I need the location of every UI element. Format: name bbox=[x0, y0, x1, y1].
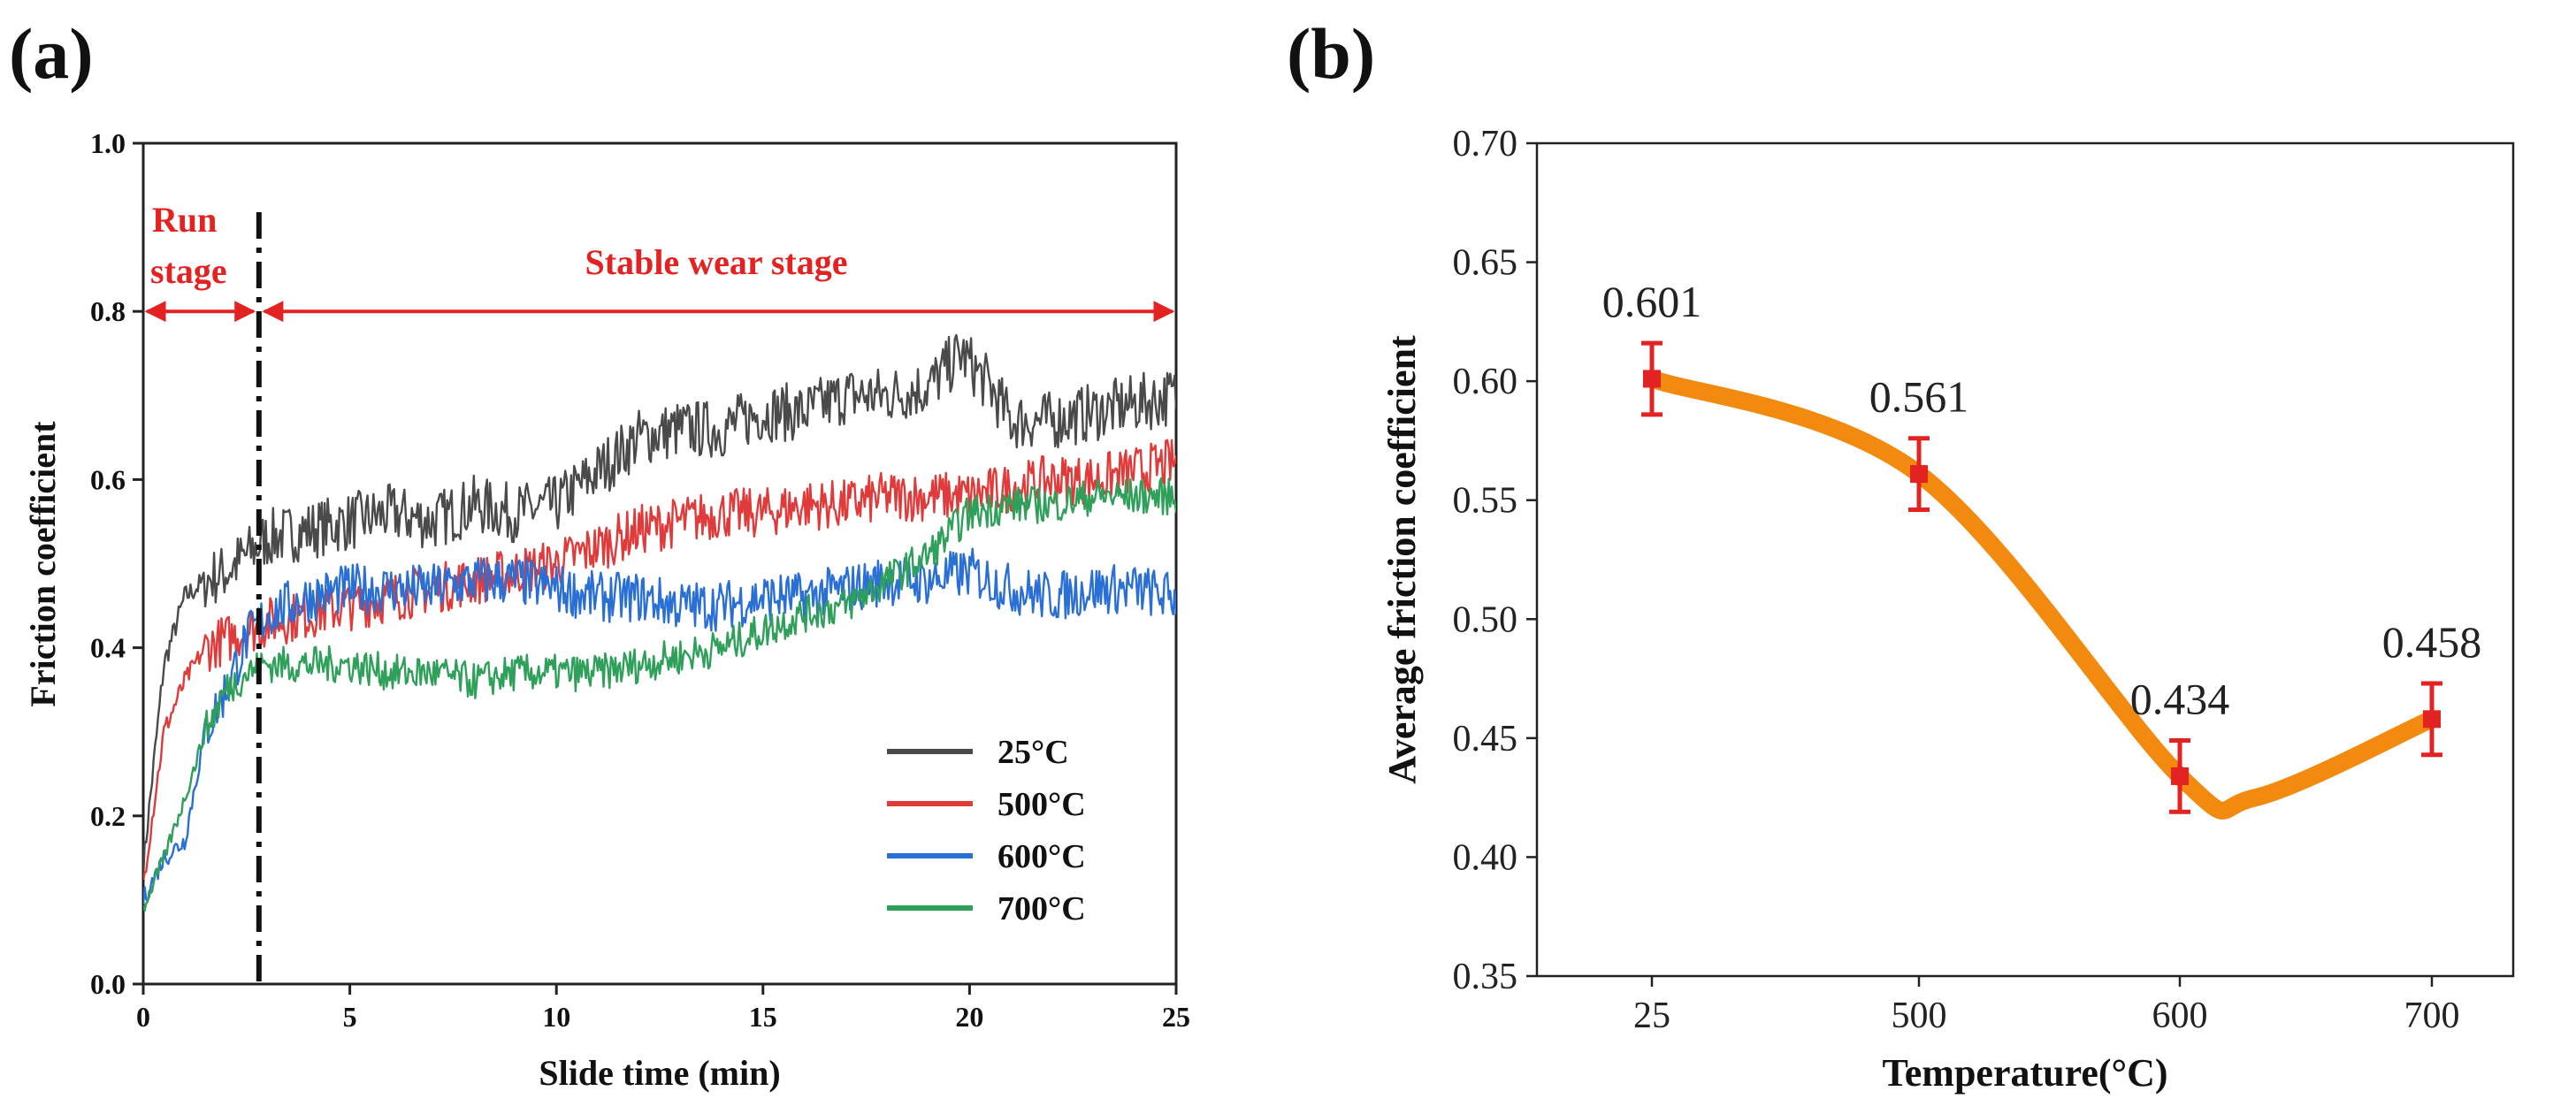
chart-b-curve bbox=[1643, 370, 2441, 820]
x-tick-label: 700 bbox=[2404, 996, 2460, 1036]
chart-b-ylabel: Average friction coefficient bbox=[1380, 335, 1424, 784]
chart-b: 0.35 0.40 0.45 0.50 0.55 0.60 0.65 0.70 25 500 60… bbox=[1380, 124, 2515, 1095]
x-tick-label: 25 bbox=[1633, 996, 1670, 1036]
chart-a: 0.0 0.2 0.4 0.6 0.8 1.0 0 5 10 15 20 25 Run stage St… bbox=[23, 127, 1190, 1093]
y-tick-label: 0.55 bbox=[1453, 481, 1518, 522]
x-tick-label: 0 bbox=[136, 1001, 150, 1033]
x-tick-label: 5 bbox=[343, 1001, 357, 1033]
x-tick-label: 15 bbox=[749, 1001, 777, 1033]
x-tick-label: 500 bbox=[1892, 996, 1947, 1036]
data-value-label: 0.434 bbox=[2130, 675, 2230, 724]
y-tick-label: 0.6 bbox=[90, 463, 126, 495]
legend-label: 700°C bbox=[998, 890, 1086, 927]
chart-a-ylabel: Friction coefficient bbox=[23, 421, 63, 707]
chart-b-points: 0.601 0.561 0.434 0.458 bbox=[1602, 277, 2482, 814]
y-tick-label: 0.50 bbox=[1453, 599, 1518, 640]
x-tick-label: 25 bbox=[1162, 1001, 1190, 1033]
trend-curve bbox=[1643, 370, 2441, 820]
chart-a-legend: 25°C 500°C 600°C 700°C bbox=[887, 734, 1086, 927]
y-tick-label: 0.70 bbox=[1453, 124, 1518, 164]
data-point-marker bbox=[1910, 465, 1928, 484]
data-point-marker bbox=[1643, 370, 1661, 388]
chart-b-x-ticks: 25 500 600 700 bbox=[1633, 976, 2460, 1036]
y-tick-label: 0.35 bbox=[1453, 957, 1518, 997]
series-line bbox=[143, 547, 1176, 905]
x-tick-label: 600 bbox=[2152, 996, 2208, 1036]
chart-a-xlabel: Slide time (min) bbox=[539, 1053, 780, 1093]
y-tick-label: 0.4 bbox=[90, 632, 126, 664]
chart-a-y-ticks: 0.0 0.2 0.4 0.6 0.8 1.0 bbox=[90, 127, 143, 1000]
data-value-label: 0.458 bbox=[2382, 617, 2482, 667]
x-tick-label: 10 bbox=[542, 1001, 570, 1033]
x-tick-label: 20 bbox=[955, 1001, 983, 1033]
y-tick-label: 0.60 bbox=[1453, 362, 1518, 402]
chart-b-plot-frame bbox=[1535, 141, 2515, 978]
legend-label: 600°C bbox=[998, 838, 1086, 875]
y-tick-label: 0.65 bbox=[1453, 243, 1518, 284]
series-line bbox=[143, 477, 1176, 912]
y-tick-label: 0.2 bbox=[90, 800, 126, 832]
legend-label: 500°C bbox=[998, 786, 1086, 823]
chart-a-annotations: Run stage Stable wear stage bbox=[144, 200, 1175, 984]
panel-a-label: (a) bbox=[9, 13, 94, 94]
chart-b-y-ticks: 0.35 0.40 0.45 0.50 0.55 0.60 0.65 0.70 bbox=[1453, 124, 1537, 997]
stable-stage-label: Stable wear stage bbox=[585, 242, 848, 282]
y-tick-label: 0.40 bbox=[1453, 837, 1518, 878]
series-line bbox=[143, 439, 1176, 881]
data-value-label: 0.561 bbox=[1869, 372, 1969, 422]
data-point-marker bbox=[2171, 767, 2189, 785]
run-stage-label-line2: stage bbox=[150, 251, 227, 291]
chart-a-series bbox=[143, 333, 1176, 912]
legend-label: 25°C bbox=[998, 734, 1069, 771]
chart-a-x-ticks: 0 5 10 15 20 25 bbox=[136, 984, 1190, 1033]
series-line bbox=[143, 333, 1176, 879]
chart-a-plot-frame bbox=[141, 141, 1178, 986]
panel-b-label: (b) bbox=[1287, 13, 1375, 94]
data-point-marker bbox=[2423, 710, 2441, 729]
data-value-label: 0.601 bbox=[1602, 277, 1702, 326]
run-stage-label-line1: Run bbox=[152, 200, 217, 240]
y-tick-label: 0.8 bbox=[90, 295, 126, 327]
y-tick-label: 1.0 bbox=[90, 127, 126, 159]
y-tick-label: 0.45 bbox=[1453, 719, 1518, 759]
chart-b-xlabel: Temperature(°C) bbox=[1882, 1051, 2167, 1095]
y-tick-label: 0.0 bbox=[90, 968, 126, 1000]
